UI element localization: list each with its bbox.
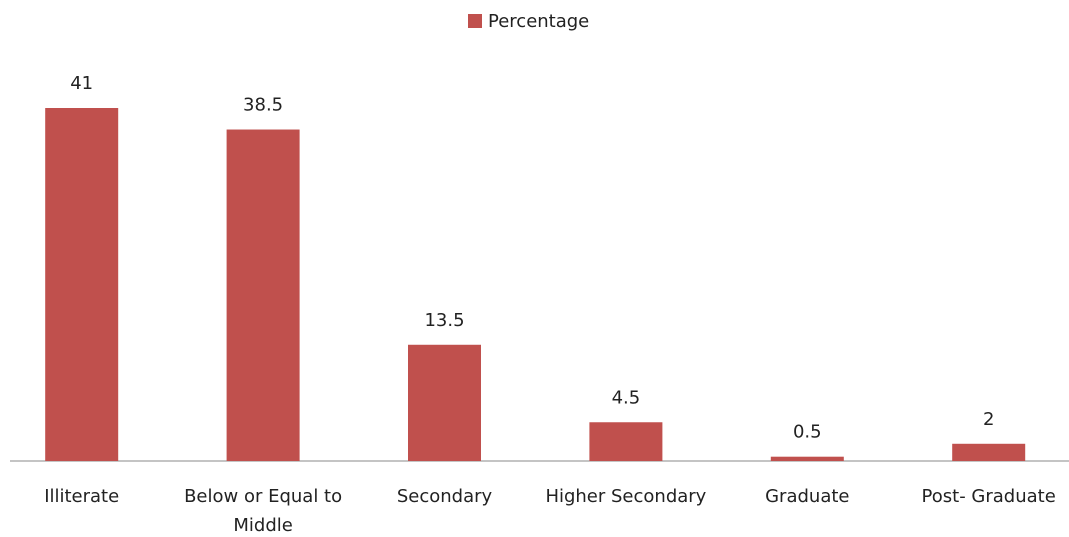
x-tick-label: Below or Equal to Middle [184,486,343,536]
bar [226,129,300,461]
data-label: 0.5 [793,422,822,443]
x-tick-label: Secondary [396,486,493,507]
bar [45,108,119,461]
bar [589,422,663,461]
x-tick-label: Post- Graduate [921,486,1056,507]
x-tick-label: Illiterate [44,486,120,507]
data-label: 38.5 [243,95,283,116]
bar [952,443,1026,461]
x-tick-label: Higher Secondary [545,486,707,507]
data-label: 4.5 [612,387,641,408]
data-label: 2 [983,409,994,430]
legend-swatch [468,14,482,28]
bar [770,456,844,461]
data-label: 41 [70,73,93,94]
legend-label: Percentage [488,11,589,32]
x-tick-label: Graduate [765,486,850,507]
bar [408,344,481,461]
data-label: 13.5 [424,310,464,331]
